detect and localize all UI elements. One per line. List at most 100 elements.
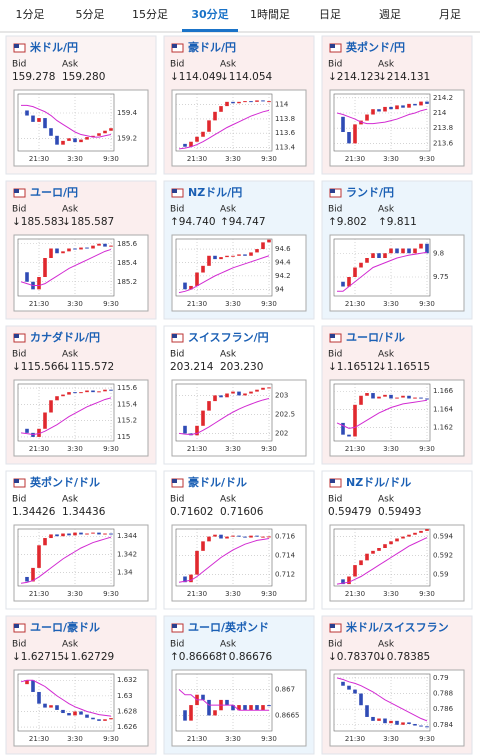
ask-label: Ask — [378, 350, 395, 360]
tab[interactable]: 5分足 — [76, 8, 105, 21]
candle — [425, 726, 429, 728]
pair-title[interactable]: NZドル/ドル — [346, 476, 411, 489]
candle — [109, 533, 113, 535]
flag-canton — [14, 189, 19, 193]
ask-label: Ask — [378, 640, 395, 650]
ask-value: ↓214.131 — [378, 71, 430, 83]
ask-label: Ask — [62, 495, 79, 505]
plot-area — [175, 673, 273, 732]
x-tick-label: 21:30 — [187, 445, 207, 453]
candle — [353, 565, 357, 577]
ask-label: Ask — [62, 205, 79, 215]
candle — [201, 410, 205, 426]
candle — [85, 533, 89, 535]
pair-title[interactable]: 英ポンド/円 — [345, 40, 405, 54]
candle — [207, 536, 211, 542]
pair-title[interactable]: 米ドル/円 — [29, 40, 78, 54]
x-tick-label: 9:30 — [419, 155, 435, 163]
plot-area — [333, 673, 431, 732]
tab[interactable]: 30分足 — [191, 7, 229, 21]
candle — [377, 109, 381, 112]
bid-label: Bid — [328, 205, 342, 215]
tab[interactable]: 月足 — [439, 8, 461, 21]
candle — [61, 709, 65, 714]
moving-average — [336, 108, 428, 125]
candle — [243, 536, 247, 538]
pair-title[interactable]: ランド/円 — [346, 186, 394, 199]
candle — [49, 534, 53, 539]
candle — [97, 532, 101, 535]
y-tick-label: 1.344 — [117, 532, 138, 540]
pair-title[interactable]: ユーロ/円 — [30, 186, 78, 199]
pair-title[interactable]: カナダドル/円 — [30, 330, 100, 344]
pair-title[interactable]: 米ドル/スイスフラン — [345, 620, 449, 634]
candle — [231, 535, 235, 537]
ask-value: 1.34436 — [62, 506, 106, 518]
flag-canton — [14, 479, 19, 483]
x-tick-label: 3:30 — [225, 155, 241, 163]
candle — [383, 253, 387, 258]
tab[interactable]: 1分足 — [16, 8, 45, 21]
candle — [219, 395, 223, 398]
pair-title[interactable]: 英ポンド/ドル — [29, 475, 100, 489]
y-tick-label: 159.2 — [117, 134, 137, 142]
pair-title[interactable]: ユーロ/豪ドル — [30, 620, 100, 634]
y-tick-label: 203 — [275, 391, 288, 399]
y-tick-label: 202.5 — [275, 410, 295, 418]
x-tick-label: 9:30 — [419, 735, 435, 743]
x-tick-label: 3:30 — [225, 735, 241, 743]
flag-canton — [172, 624, 177, 628]
candle — [55, 534, 59, 537]
flag-canton — [172, 44, 177, 48]
tab[interactable]: 週足 — [379, 8, 401, 21]
pair-title[interactable]: NZドル/円 — [188, 186, 242, 199]
candle — [37, 428, 41, 437]
candle — [195, 136, 199, 142]
bid-value: ↓114.049 — [170, 71, 222, 83]
bid-value: 0.71602 — [170, 506, 213, 518]
candle — [225, 101, 229, 107]
candle — [201, 541, 205, 551]
moving-average — [178, 397, 270, 436]
candle — [91, 717, 95, 720]
candle — [371, 716, 375, 721]
candle — [365, 553, 369, 561]
bid-value: ↓115.566 — [12, 361, 65, 373]
candle — [189, 285, 193, 290]
y-tick-label: 1.164 — [433, 405, 454, 413]
x-tick-label: 21:30 — [29, 445, 49, 453]
pair-title[interactable]: ユーロ/英ポンド — [188, 620, 269, 634]
x-tick-label: 3:30 — [225, 590, 241, 598]
candle — [79, 139, 83, 143]
x-tick-label: 21:30 — [187, 735, 207, 743]
moving-average — [20, 679, 112, 717]
tab[interactable]: 15分足 — [132, 8, 168, 21]
candle — [43, 703, 47, 708]
x-tick-label: 21:30 — [187, 590, 207, 598]
moving-average — [336, 537, 428, 585]
tab[interactable]: 日足 — [319, 8, 341, 21]
candle — [341, 116, 345, 132]
y-tick-label: 1.632 — [117, 676, 137, 684]
x-tick-label: 21:30 — [29, 735, 49, 743]
candle — [49, 248, 53, 258]
candle — [425, 529, 429, 531]
pair-title[interactable]: ユーロ/ドル — [346, 331, 405, 344]
ask-value: 0.71606 — [220, 506, 264, 518]
candle — [401, 722, 405, 725]
moving-average — [336, 677, 428, 722]
x-tick-label: 21:30 — [187, 155, 207, 163]
x-tick-label: 3:30 — [225, 300, 241, 308]
tab[interactable]: 1時間足 — [250, 8, 290, 21]
y-tick-label: 0.59 — [433, 571, 449, 579]
candle — [267, 101, 271, 103]
candle — [183, 143, 187, 147]
y-tick-label: 214.2 — [433, 94, 453, 102]
candle — [67, 138, 71, 141]
candle — [67, 248, 71, 252]
candle — [85, 714, 89, 718]
pair-title[interactable]: 豪ドル/円 — [188, 40, 236, 54]
pair-title[interactable]: スイスフラン/円 — [188, 331, 269, 344]
pair-title[interactable]: 豪ドル/ドル — [188, 475, 247, 489]
